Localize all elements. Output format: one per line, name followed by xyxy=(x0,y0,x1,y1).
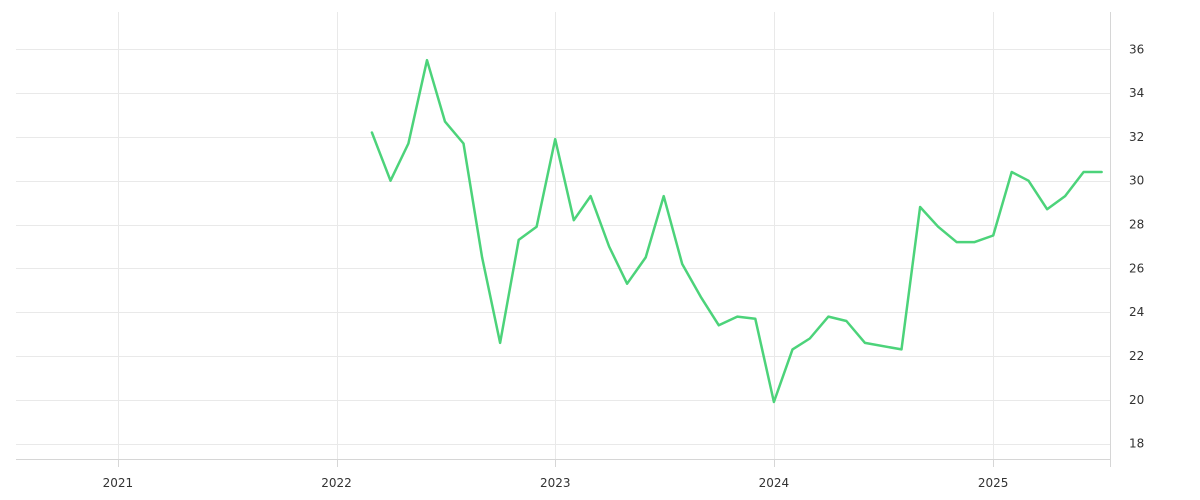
x-tick-label: 2024 xyxy=(759,476,790,490)
y-tick-label: 26 xyxy=(1129,261,1144,275)
grid-lines xyxy=(16,12,1110,459)
y-tick-label: 30 xyxy=(1129,174,1144,188)
y-tick-label: 18 xyxy=(1129,437,1144,451)
y-tick-label: 28 xyxy=(1129,218,1144,232)
y-tick-label: 32 xyxy=(1129,130,1144,144)
y-tick-label: 20 xyxy=(1129,393,1144,407)
x-tick-label: 2021 xyxy=(103,476,134,490)
x-tick-label: 2023 xyxy=(540,476,571,490)
y-tick-label: 34 xyxy=(1129,86,1144,100)
x-tick-label: 2022 xyxy=(321,476,352,490)
axes xyxy=(16,12,1111,467)
x-tick-label: 2025 xyxy=(978,476,1009,490)
y-tick-label: 36 xyxy=(1129,42,1144,56)
series-layer xyxy=(370,58,1103,404)
y-tick-label: 24 xyxy=(1129,305,1144,319)
y-tick-label: 22 xyxy=(1129,349,1144,363)
series-line xyxy=(370,58,1103,404)
